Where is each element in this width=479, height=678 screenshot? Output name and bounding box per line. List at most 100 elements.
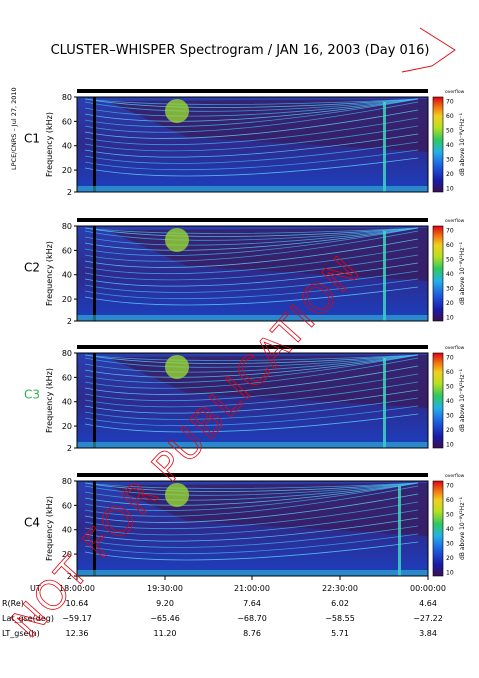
colorbar-tick-label: 20 (446, 427, 454, 434)
colorbar-tick-label: 10 (446, 442, 454, 449)
x-row-value: 11.20 (154, 629, 177, 638)
x-row-value: −68.70 (237, 614, 267, 623)
panel-c1: 80 60 40 20 2 Frequency (kHz) C1 70 60 50 40 30 20 10… (24, 89, 466, 197)
harmonic-band (84, 413, 419, 433)
colorbar-tick-label: 10 (446, 315, 454, 322)
y-tick-label: 20 (62, 422, 72, 431)
harmonic-band (84, 149, 419, 171)
harmonic-band (84, 227, 419, 234)
x-row-value: 10.64 (66, 599, 89, 608)
panel-c3: 80 60 40 20 2 Frequency (kHz) C3 70 60 50 40 30 20 10… (24, 345, 466, 453)
harmonic-band (84, 482, 419, 511)
colorbar-tick-label: 70 (446, 355, 454, 362)
x-row-value: −27.22 (413, 614, 443, 623)
harmonic-band (84, 98, 419, 117)
colorbar-tick-label: 60 (446, 497, 454, 504)
plot-frame (76, 96, 429, 193)
intense-emission (165, 483, 189, 507)
harmonic-band (84, 230, 419, 262)
colorbar-overflow-tag: overflow (445, 345, 465, 351)
y-tick-label: 60 (62, 501, 72, 510)
colorbar-tick-label: 10 (446, 186, 454, 193)
x-row-value: 4.64 (419, 599, 437, 608)
harmonic-band (84, 98, 419, 105)
intense-emission (165, 99, 189, 123)
colorbar-tick-label: 60 (446, 113, 454, 120)
harmonic-band (84, 482, 419, 506)
harmonic-band (84, 482, 419, 501)
y-axis-label: Frequency (kHz) (45, 241, 54, 306)
x-row-value: 22:30:00 (322, 584, 358, 593)
harmonic-band (84, 501, 419, 530)
harmonic-band (84, 373, 419, 402)
y-tick-label: 2 (67, 444, 72, 453)
y-tick-label: 2 (67, 317, 72, 326)
watermark-flourish (401, 27, 456, 73)
y-tick-label: 2 (67, 572, 72, 581)
data-gap-line (93, 226, 96, 321)
intense-emission (165, 228, 189, 252)
x-row-value: 3.84 (419, 629, 437, 638)
harmonic-band (84, 98, 419, 108)
harmonic-band (84, 354, 419, 383)
y-tick-label: 40 (62, 142, 72, 151)
colorbar-label: dB above 10⁻⁸V²Hz⁻¹ (459, 368, 466, 432)
emission-streak (383, 102, 386, 192)
y-tick-label: 80 (62, 477, 72, 486)
y-tick-label: 40 (62, 526, 72, 535)
colorbar-tick-label: 30 (446, 413, 454, 420)
harmonic-band (84, 381, 419, 408)
colorbar (432, 480, 444, 577)
harmonic-band (84, 541, 419, 561)
status-bar (77, 473, 428, 477)
status-bar (77, 345, 428, 349)
harmonic-band (84, 286, 419, 306)
y-axis-label: Frequency (kHz) (45, 368, 54, 433)
harmonic-band (84, 354, 419, 373)
side-label: LPCE/CNRS – Jul 27, 2010 (10, 87, 18, 170)
colorbar-tick-label: 20 (446, 300, 454, 307)
y-tick-label: 80 (62, 93, 72, 102)
emission-streak (383, 358, 386, 448)
colorbar-overflow-tag: overflow (445, 473, 465, 479)
colorbar-tick-label: 20 (446, 555, 454, 562)
x-row-value: 19:30:00 (147, 584, 183, 593)
harmonic-band (84, 227, 419, 241)
y-tick-label: 20 (62, 295, 72, 304)
colorbar-tick-label: 50 (446, 384, 454, 391)
harmonic-band (84, 354, 419, 364)
figure-title: CLUSTER–WHISPER Spectrogram / JAN 16, 20… (51, 43, 430, 58)
y-tick-label: 60 (62, 373, 72, 382)
colorbar-tick-label: 40 (446, 142, 454, 149)
harmonic-band (84, 109, 419, 139)
y-axis-label: Frequency (kHz) (45, 112, 54, 177)
harmonic-band (84, 117, 419, 146)
harmonic-band (84, 227, 419, 256)
colorbar-label: dB above 10⁻⁸V²Hz⁻¹ (459, 112, 466, 176)
intense-emission (165, 355, 189, 379)
x-row-value: 5.71 (331, 629, 349, 638)
harmonic-band (84, 389, 419, 414)
y-tick-label: 80 (62, 222, 72, 231)
harmonic-band (84, 157, 419, 177)
panels-group: 80 60 40 20 2 Frequency (kHz) C1 70 60 50 40 30 20 10… (24, 89, 466, 581)
harmonic-band (84, 354, 419, 378)
harmonic-band (84, 533, 419, 555)
harmonic-band (84, 354, 419, 361)
status-bar (77, 218, 428, 222)
harmonic-band (84, 125, 419, 152)
x-row-value: 18:00:00 (59, 584, 95, 593)
x-row-label: R(Re) (2, 599, 24, 608)
data-gap-line (93, 481, 96, 576)
x-row-value: 6.02 (331, 599, 349, 608)
y-tick-label: 60 (62, 246, 72, 255)
harmonic-band (84, 227, 419, 237)
harmonic-band (84, 98, 419, 122)
harmonic-band (84, 262, 419, 287)
plot-frame (76, 352, 429, 449)
harmonic-band (84, 482, 419, 492)
y-tick-label: 60 (62, 117, 72, 126)
y-tick-label: 2 (67, 188, 72, 197)
colorbar-tick-label: 40 (446, 271, 454, 278)
